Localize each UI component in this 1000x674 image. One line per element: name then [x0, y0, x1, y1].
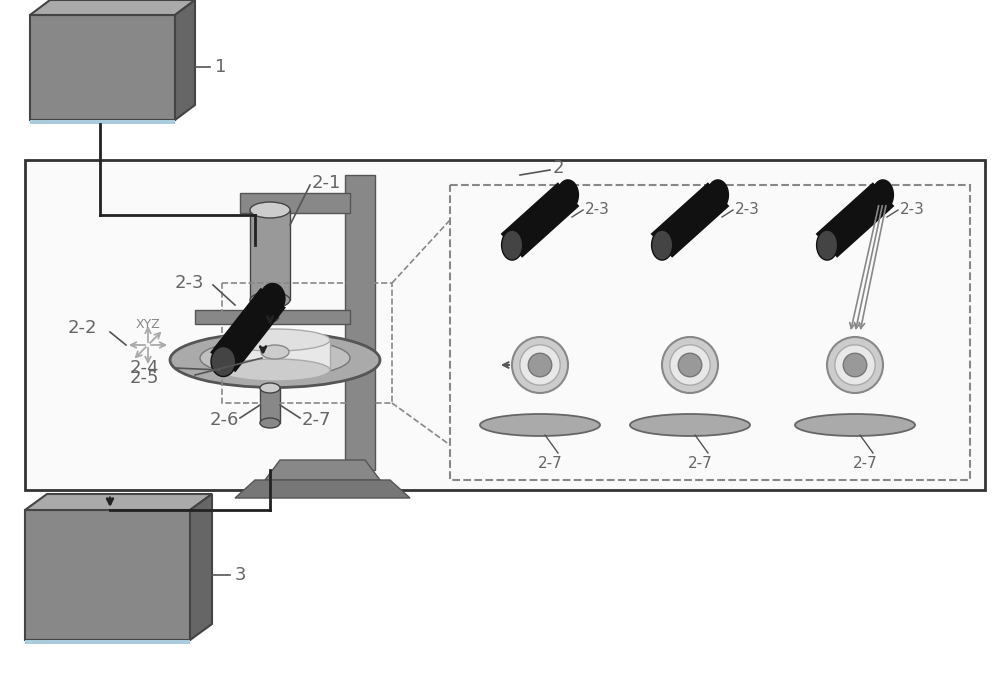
Ellipse shape: [250, 202, 290, 218]
Text: 3: 3: [235, 566, 246, 584]
Text: 2-5: 2-5: [130, 369, 160, 387]
Ellipse shape: [528, 353, 552, 377]
Ellipse shape: [835, 345, 875, 385]
Ellipse shape: [662, 337, 718, 393]
Text: 2: 2: [553, 159, 564, 177]
Ellipse shape: [872, 180, 893, 210]
Polygon shape: [175, 0, 195, 120]
Polygon shape: [30, 15, 175, 120]
Ellipse shape: [795, 414, 915, 436]
Text: 2-1: 2-1: [312, 174, 341, 192]
Polygon shape: [502, 184, 578, 256]
Polygon shape: [212, 289, 284, 371]
Ellipse shape: [670, 345, 710, 385]
Bar: [222, 283, 392, 403]
Text: XYZ: XYZ: [136, 319, 160, 332]
Ellipse shape: [250, 292, 290, 308]
Ellipse shape: [678, 353, 702, 377]
Polygon shape: [30, 0, 195, 15]
Polygon shape: [25, 510, 190, 640]
Bar: [195, 310, 350, 324]
Text: 2-7: 2-7: [688, 456, 712, 470]
Ellipse shape: [843, 353, 867, 377]
Text: 2-7: 2-7: [853, 456, 877, 470]
Polygon shape: [235, 480, 410, 498]
Polygon shape: [25, 494, 212, 510]
Ellipse shape: [200, 339, 350, 377]
Bar: [30, 120, 175, 124]
Bar: [25, 640, 190, 644]
Ellipse shape: [707, 180, 728, 210]
Bar: [25, 160, 985, 490]
Bar: [240, 193, 350, 213]
Text: 2-4: 2-4: [130, 359, 160, 377]
Ellipse shape: [260, 383, 280, 393]
Text: 1: 1: [215, 58, 226, 76]
Ellipse shape: [262, 296, 278, 304]
Ellipse shape: [652, 230, 673, 260]
Ellipse shape: [480, 414, 600, 436]
Ellipse shape: [211, 346, 236, 377]
Ellipse shape: [520, 345, 560, 385]
Text: 2-3: 2-3: [585, 202, 610, 218]
Text: 2-2: 2-2: [68, 319, 98, 337]
Text: 2-3: 2-3: [175, 274, 205, 292]
Polygon shape: [250, 210, 290, 300]
Ellipse shape: [170, 332, 380, 388]
Ellipse shape: [261, 345, 289, 359]
Text: 2-3: 2-3: [900, 202, 925, 218]
Ellipse shape: [502, 230, 523, 260]
Bar: [345, 175, 375, 470]
Polygon shape: [265, 460, 380, 480]
Ellipse shape: [260, 418, 280, 428]
Ellipse shape: [220, 359, 330, 381]
Polygon shape: [817, 184, 893, 256]
Ellipse shape: [260, 284, 285, 313]
Polygon shape: [262, 300, 278, 318]
Bar: [220, 340, 330, 370]
Text: 2-7: 2-7: [302, 411, 332, 429]
Text: 2-7: 2-7: [538, 456, 562, 470]
Ellipse shape: [262, 314, 278, 322]
Ellipse shape: [557, 180, 578, 210]
Ellipse shape: [630, 414, 750, 436]
Polygon shape: [652, 184, 728, 256]
Polygon shape: [260, 388, 280, 423]
Ellipse shape: [220, 329, 330, 351]
Text: 2-6: 2-6: [210, 411, 239, 429]
Polygon shape: [190, 494, 212, 640]
Ellipse shape: [827, 337, 883, 393]
Text: 2-3: 2-3: [735, 202, 760, 218]
Ellipse shape: [512, 337, 568, 393]
Ellipse shape: [817, 230, 838, 260]
Bar: [450, 185, 970, 480]
